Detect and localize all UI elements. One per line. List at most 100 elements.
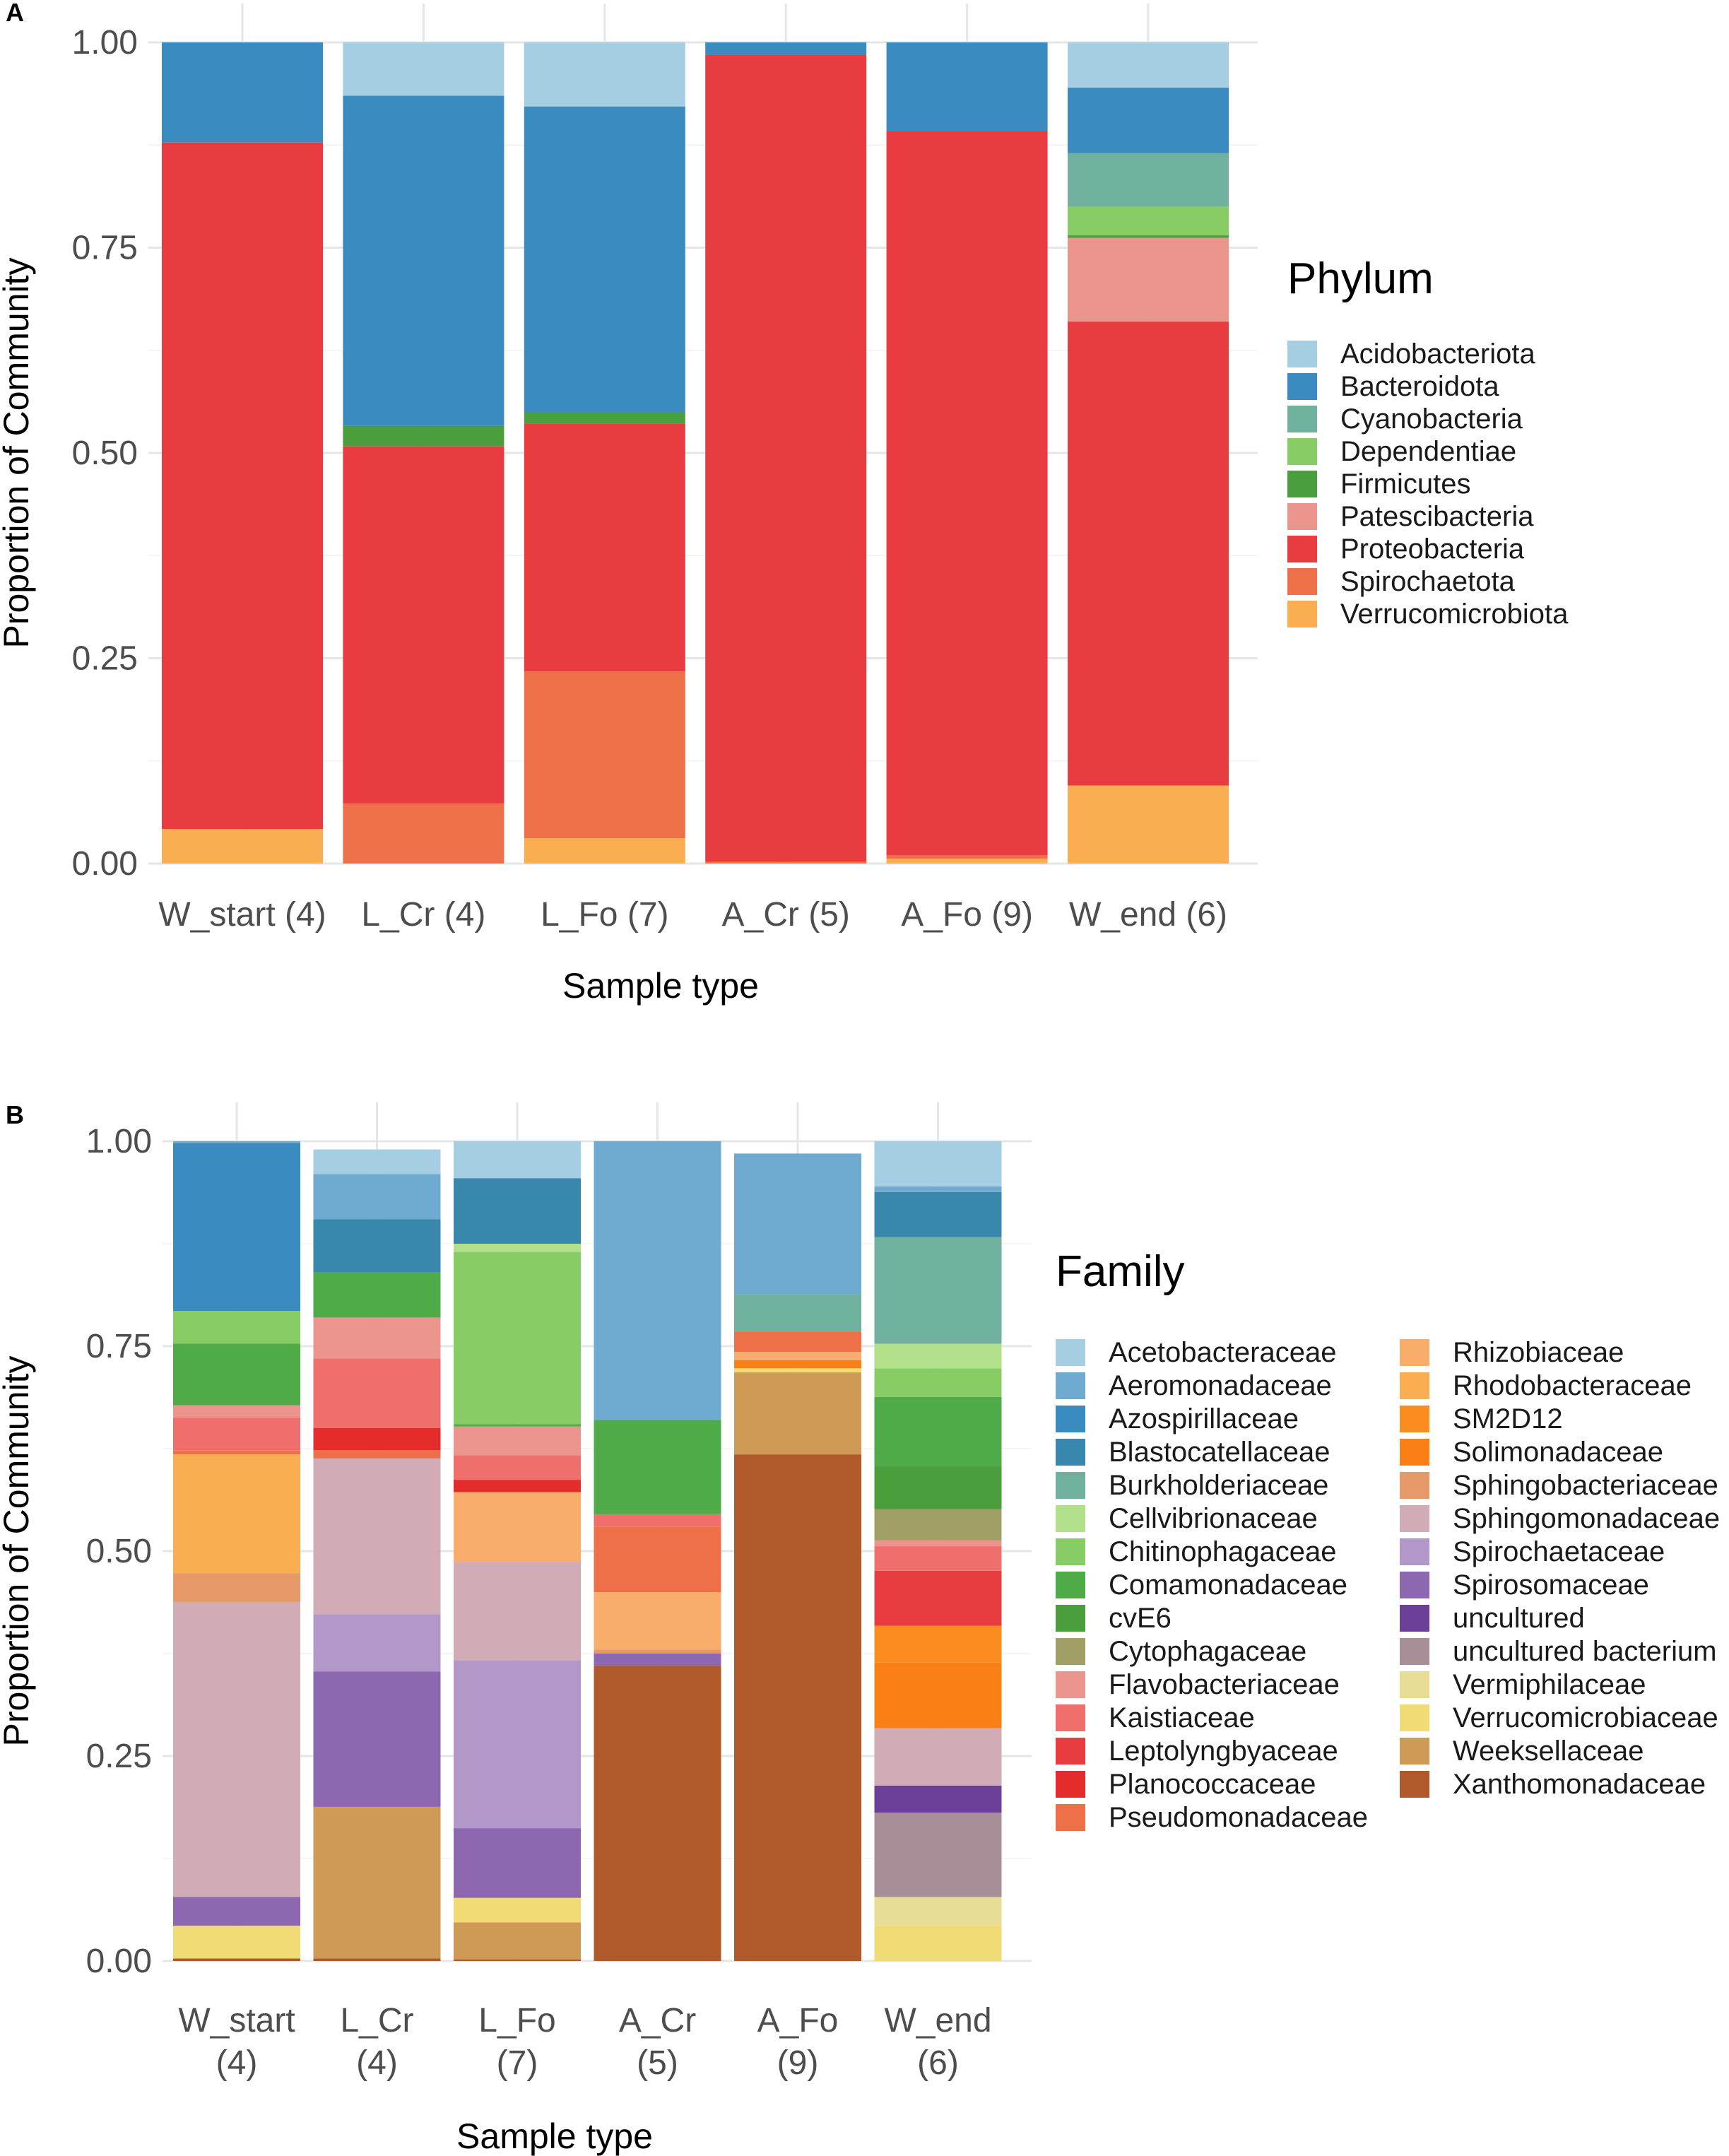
bar-segment bbox=[313, 1149, 441, 1174]
bar-segment bbox=[1068, 237, 1229, 322]
bar-segment bbox=[874, 1141, 1002, 1186]
y-axis-title: Proportion of Community bbox=[0, 1355, 36, 1746]
bar-segment bbox=[173, 1573, 300, 1602]
bar-segment bbox=[343, 95, 504, 426]
legend-title: Family bbox=[1056, 1247, 1185, 1296]
legend-label: Comamonadaceae bbox=[1109, 1569, 1347, 1601]
y-tick-label: 0.25 bbox=[86, 1738, 152, 1775]
bar-segment bbox=[313, 1219, 441, 1273]
x-tick-label: L_Cr (4) bbox=[361, 896, 485, 933]
legend-label: Verrucomicrobiaceae bbox=[1453, 1702, 1718, 1733]
y-tick-label: 0.00 bbox=[72, 845, 138, 883]
bar-segment bbox=[313, 1671, 441, 1807]
legend-label: Chitinophagaceae bbox=[1109, 1536, 1336, 1567]
bar-segment bbox=[524, 413, 685, 424]
legend-swatch bbox=[1400, 1439, 1429, 1466]
bar-segment bbox=[173, 1454, 300, 1574]
bar-segment bbox=[705, 42, 867, 55]
bar-segment bbox=[454, 1492, 581, 1562]
legend-label: Bacteroidota bbox=[1340, 371, 1499, 402]
bar-segment bbox=[734, 1331, 861, 1353]
bar-segment bbox=[1068, 87, 1229, 153]
x-tick-label: A_Cr (5) bbox=[722, 896, 850, 933]
bar-segment bbox=[594, 1420, 721, 1514]
bar-segment bbox=[162, 42, 323, 143]
bar-segment bbox=[343, 42, 504, 96]
bar-segment bbox=[1068, 785, 1229, 864]
panel-tag: B bbox=[6, 1100, 24, 1129]
y-tick-label: 0.75 bbox=[86, 1328, 152, 1365]
legend-swatch bbox=[1287, 438, 1317, 465]
x-tick-label: W_end (6) bbox=[1069, 896, 1227, 933]
legend-label: Aeromonadaceae bbox=[1109, 1370, 1332, 1401]
legend-swatch bbox=[1287, 503, 1317, 530]
y-tick-label: 0.75 bbox=[72, 230, 138, 267]
bar-segment bbox=[454, 1251, 581, 1425]
bar-segment bbox=[874, 1509, 1002, 1541]
bar-segment bbox=[874, 1662, 1002, 1728]
bar-segment bbox=[874, 1546, 1002, 1571]
legend-label: Xanthomonadaceae bbox=[1453, 1769, 1706, 1800]
bar-segment bbox=[173, 1141, 300, 1143]
x-tick-label: W_start (4) bbox=[178, 2002, 295, 2082]
legend-label: Proteobacteria bbox=[1340, 534, 1525, 565]
bar-segment bbox=[173, 1450, 300, 1455]
legend: Phylum AcidobacteriotaBacteroidotaCyanoba… bbox=[1287, 254, 1569, 630]
bar-segment bbox=[173, 1897, 300, 1926]
bar-segment bbox=[874, 1343, 1002, 1369]
bar-segment bbox=[705, 861, 867, 864]
x-tick-label: L_Fo (7) bbox=[478, 2002, 555, 2082]
legend-label: Rhizobiaceae bbox=[1453, 1337, 1624, 1368]
legend-title: Phylum bbox=[1287, 254, 1434, 303]
bar-segment bbox=[313, 1806, 441, 1959]
bar-segment bbox=[874, 1728, 1002, 1786]
bar-segment bbox=[734, 1368, 861, 1373]
bar-segment bbox=[594, 1649, 721, 1654]
legend-swatch bbox=[1056, 1505, 1085, 1532]
legend-swatch bbox=[1400, 1738, 1429, 1765]
bar-segment bbox=[173, 1417, 300, 1451]
legend-label: Azospirillaceae bbox=[1109, 1403, 1299, 1435]
legend-swatch bbox=[1400, 1671, 1429, 1698]
bar-segment bbox=[313, 1958, 441, 1961]
bar-segment bbox=[454, 1455, 581, 1480]
bar-segment bbox=[1068, 235, 1229, 238]
bar-segment bbox=[886, 859, 1048, 864]
legend-label: Rhodobacteraceae bbox=[1453, 1370, 1692, 1401]
bar-segment bbox=[343, 803, 504, 864]
legend-label: cvE6 bbox=[1109, 1603, 1172, 1634]
bar-segment bbox=[343, 425, 504, 447]
legend-label: Leptolyngbyaceae bbox=[1109, 1736, 1338, 1767]
bar-segment bbox=[173, 1143, 300, 1312]
legend-swatch bbox=[1287, 341, 1317, 367]
bar-segment bbox=[594, 1592, 721, 1650]
bar-segment bbox=[173, 1405, 300, 1418]
legend-swatch bbox=[1056, 1439, 1085, 1466]
bar-segment bbox=[886, 855, 1048, 859]
legend-swatch bbox=[1056, 1472, 1085, 1499]
legend-swatch bbox=[1287, 406, 1317, 432]
legend-label: Pseudomonadaceae bbox=[1109, 1802, 1368, 1833]
legend-label: Spirosomaceae bbox=[1453, 1569, 1649, 1601]
bar-segment bbox=[524, 106, 685, 413]
legend-label: Verrucomicrobiota bbox=[1340, 599, 1569, 630]
legend-swatch bbox=[1056, 1372, 1085, 1399]
legend-swatch bbox=[1056, 1406, 1085, 1432]
bar-segment bbox=[594, 1666, 721, 1961]
bar-segment bbox=[594, 1526, 721, 1592]
legend-swatch bbox=[1056, 1339, 1085, 1366]
bar-segment bbox=[454, 1660, 581, 1829]
bar-segment bbox=[734, 1352, 861, 1360]
legend-swatch bbox=[1400, 1771, 1429, 1798]
legend-label: Spirochaetaceae bbox=[1453, 1536, 1665, 1567]
legend-swatch bbox=[1056, 1638, 1085, 1665]
bar-segment bbox=[454, 1424, 581, 1427]
bar-segment bbox=[734, 1294, 861, 1332]
legend-label: uncultured bbox=[1453, 1603, 1585, 1634]
legend-label: Sphingomonadaceae bbox=[1453, 1503, 1720, 1534]
legend-swatch bbox=[1056, 1704, 1085, 1731]
bar-segment bbox=[874, 1926, 1002, 1961]
bar-segment bbox=[734, 1372, 861, 1455]
x-tick-label: A_Fo (9) bbox=[901, 896, 1033, 933]
